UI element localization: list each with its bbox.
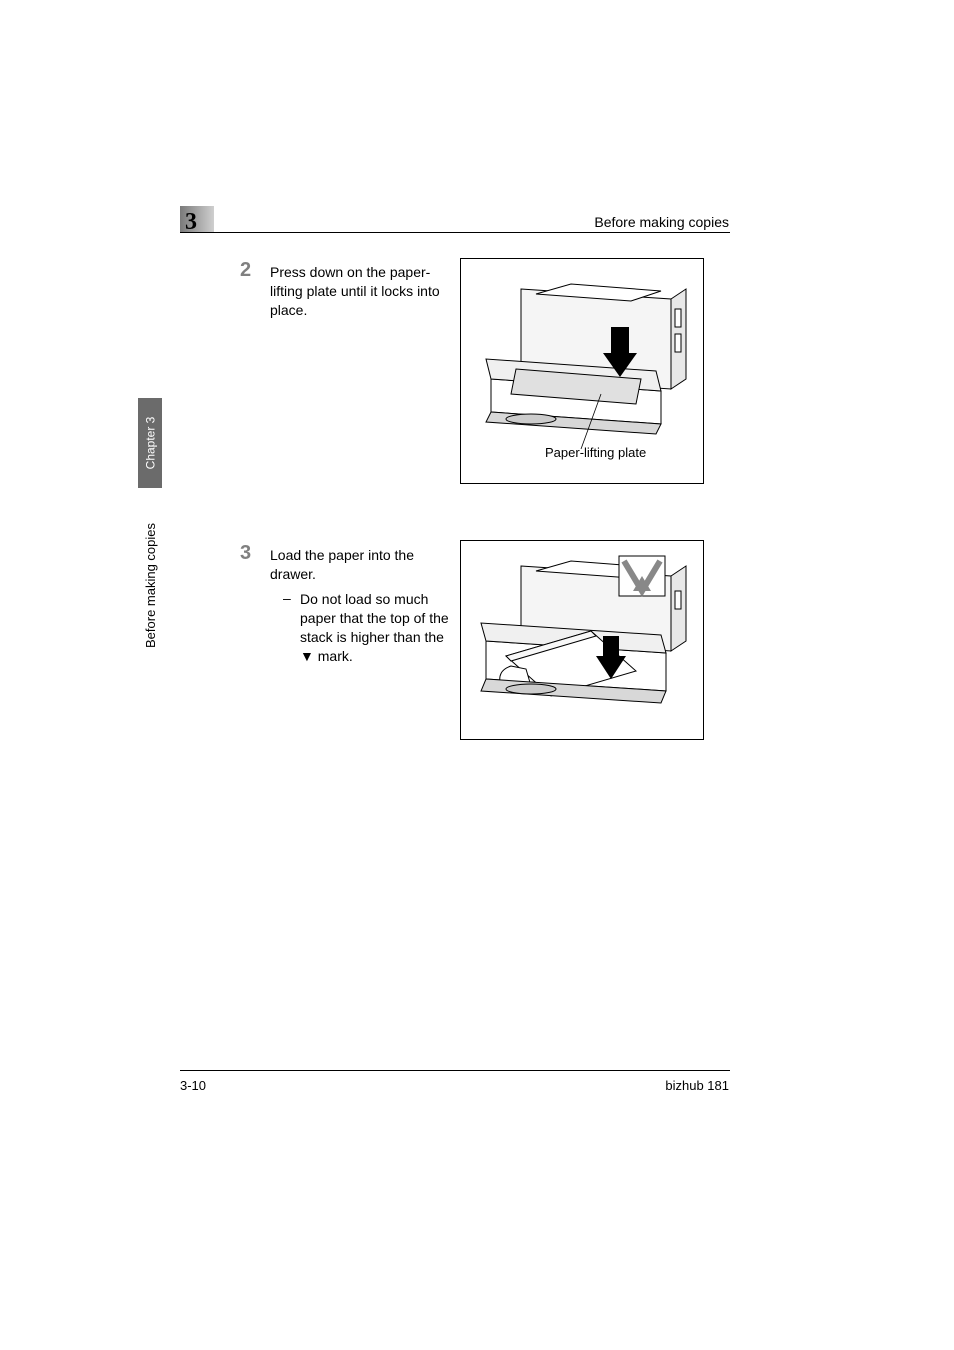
footer-model: bizhub 181 [665, 1078, 729, 1093]
sidebar-chapter-label: Chapter 3 [143, 417, 157, 470]
header-section-title: Before making copies [594, 214, 729, 230]
step-number-3: 3 [240, 542, 251, 565]
step-subtext-3: Do not load so much paper that the top o… [300, 590, 450, 666]
footer-page-number: 3-10 [180, 1078, 206, 1093]
sidebar-section: Before making copies [138, 500, 162, 670]
figure-load-paper [460, 540, 704, 740]
sidebar-section-label: Before making copies [143, 522, 158, 647]
header-rule [180, 232, 730, 233]
callout-paper-lifting-plate: Paper-lifting plate [545, 445, 646, 460]
bullet-dash: – [283, 590, 291, 606]
sidebar-chapter-tab: Chapter 3 [138, 398, 162, 488]
step-number-2: 2 [240, 259, 251, 282]
step-text-2: Press down on the pa­per-lifting plate u… [270, 263, 440, 320]
footer-rule [180, 1070, 730, 1071]
step-text-3: Load the paper into the drawer. [270, 546, 440, 584]
